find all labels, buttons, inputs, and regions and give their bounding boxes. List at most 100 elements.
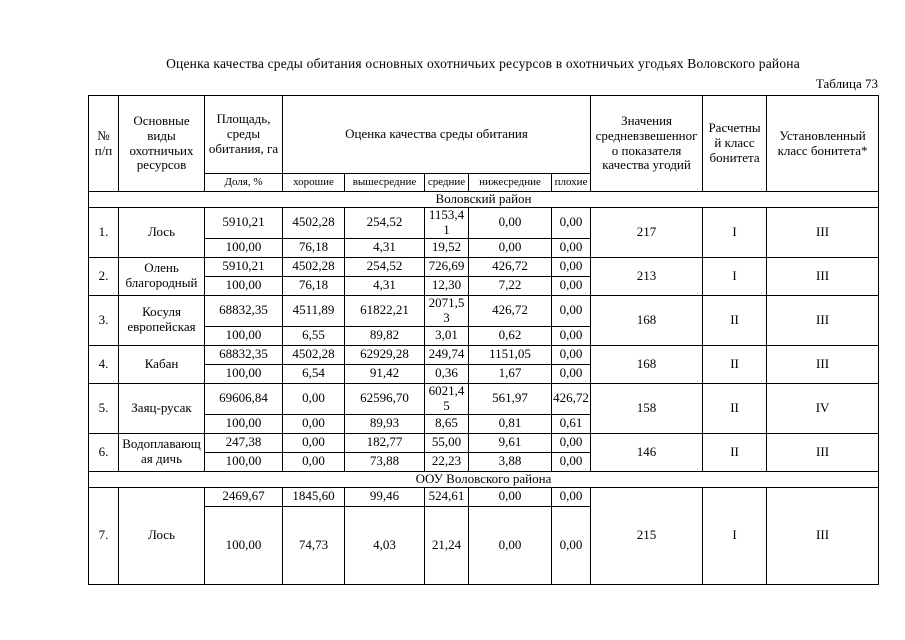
col-header-weighted-indicator: Значения средневзвешенного показателя ка… bbox=[590, 95, 704, 192]
calc-class-value: II bbox=[702, 432, 768, 472]
good-ha: 0,00 bbox=[282, 432, 345, 453]
avg-ha: 2071,53 bbox=[424, 294, 469, 327]
good-pct: 76,18 bbox=[282, 237, 345, 258]
weighted-indicator-value: 213 bbox=[590, 256, 704, 296]
table-row: 1. Лось 5910,21 4502,28 254,52 1153,41 0… bbox=[88, 207, 880, 258]
above-avg-ha: 99,46 bbox=[344, 486, 425, 507]
calc-class-value: I bbox=[702, 207, 768, 258]
above-avg-pct: 89,93 bbox=[344, 413, 425, 434]
below-avg-ha: 561,97 bbox=[468, 382, 552, 415]
poor-pct: 0,00 bbox=[550, 363, 592, 384]
area-pct: 100,00 bbox=[204, 363, 283, 384]
col-header-established-class: Установленный класс бонитета* bbox=[766, 95, 880, 192]
table-row: 5. Заяц-русак 69606,84 0,00 62596,70 602… bbox=[88, 382, 880, 434]
avg-pct: 21,24 bbox=[424, 505, 469, 585]
row-num: 5. bbox=[88, 382, 119, 434]
poor-ha: 0,00 bbox=[550, 344, 592, 365]
below-avg-pct: 3,88 bbox=[468, 451, 552, 472]
section-header-row: ООУ Воловского района bbox=[87, 470, 880, 488]
weighted-indicator-value: 168 bbox=[590, 344, 704, 384]
col-header-quality: Оценка качества среды обитания bbox=[281, 95, 592, 174]
col-header-good: хорошие bbox=[282, 173, 345, 192]
row-num: 6. bbox=[88, 432, 119, 472]
poor-pct: 0,00 bbox=[550, 325, 592, 346]
established-class-value: III bbox=[766, 486, 880, 585]
area-pct: 100,00 bbox=[204, 325, 283, 346]
species-name: Лось bbox=[118, 486, 205, 585]
poor-pct: 0,00 bbox=[550, 505, 592, 585]
col-header-calc-class: Расчетный класс бонитета bbox=[702, 95, 768, 192]
above-avg-ha: 254,52 bbox=[344, 207, 425, 239]
established-class-value: III bbox=[766, 432, 880, 472]
above-avg-pct: 89,82 bbox=[344, 325, 425, 346]
avg-ha: 726,69 bbox=[424, 256, 469, 277]
poor-ha: 0,00 bbox=[550, 207, 592, 239]
above-avg-ha: 62596,70 bbox=[344, 382, 425, 415]
col-header-below-average: нижесредние bbox=[468, 173, 552, 192]
area-pct: 100,00 bbox=[204, 237, 283, 258]
species-name: Заяц-русак bbox=[118, 382, 205, 434]
established-class-value: III bbox=[766, 256, 880, 296]
above-avg-pct: 4,03 bbox=[344, 505, 425, 585]
row-num: 4. bbox=[88, 344, 119, 384]
weighted-indicator-value: 217 bbox=[590, 207, 704, 258]
avg-ha: 1153,41 bbox=[424, 207, 469, 239]
poor-pct: 0,61 bbox=[550, 413, 592, 434]
established-class-value: IV bbox=[766, 382, 880, 434]
col-header-above-average: вышесредние bbox=[344, 173, 425, 192]
below-avg-pct: 0,00 bbox=[468, 505, 552, 585]
calc-class-value: II bbox=[702, 294, 768, 346]
area-ha: 247,38 bbox=[204, 432, 283, 453]
table-row: 6. Водоплавающая дичь 247,38 0,00 182,77… bbox=[88, 432, 880, 472]
poor-pct: 0,00 bbox=[550, 275, 592, 296]
good-pct: 76,18 bbox=[282, 275, 345, 296]
avg-ha: 55,00 bbox=[424, 432, 469, 453]
avg-ha: 6021,45 bbox=[424, 382, 469, 415]
poor-ha: 0,00 bbox=[550, 486, 592, 507]
row-num: 2. bbox=[88, 256, 119, 296]
calc-class-value: II bbox=[702, 344, 768, 384]
area-pct: 100,00 bbox=[204, 505, 283, 585]
table-row: 3. Косуля европейская 68832,35 4511,89 6… bbox=[88, 294, 880, 346]
good-pct: 0,00 bbox=[282, 451, 345, 472]
section-name: Воловский район bbox=[87, 191, 880, 208]
area-ha: 69606,84 bbox=[204, 382, 283, 415]
table-row-pct: 100,00 6,54 91,42 0,36 1,67 0,00 bbox=[89, 363, 879, 384]
avg-ha: 524,61 bbox=[424, 486, 469, 507]
below-avg-ha: 0,00 bbox=[468, 486, 552, 507]
table-row-pct: 100,00 76,18 4,31 12,30 7,22 0,00 bbox=[89, 275, 879, 296]
habitat-quality-table: № п/п Основные виды охотничьих ресурсов … bbox=[87, 95, 880, 585]
good-ha: 4502,28 bbox=[282, 344, 345, 365]
poor-pct: 0,00 bbox=[550, 451, 592, 472]
below-avg-ha: 0,00 bbox=[468, 207, 552, 239]
established-class-value: III bbox=[766, 344, 880, 384]
col-header-species: Основные виды охотничьих ресурсов bbox=[118, 95, 205, 192]
species-name: Водоплавающая дичь bbox=[118, 432, 205, 472]
col-header-poor: плохие bbox=[550, 173, 592, 192]
good-pct: 74,73 bbox=[282, 505, 345, 585]
poor-ha: 0,00 bbox=[550, 294, 592, 327]
calc-class-value: II bbox=[702, 382, 768, 434]
table-caption: Таблица 73 bbox=[815, 76, 878, 91]
above-avg-ha: 254,52 bbox=[344, 256, 425, 277]
above-avg-ha: 182,77 bbox=[344, 432, 425, 453]
good-pct: 6,55 bbox=[282, 325, 345, 346]
poor-ha: 426,72 bbox=[550, 382, 592, 415]
header-row-1: № п/п Основные виды охотничьих ресурсов … bbox=[88, 95, 880, 192]
poor-pct: 0,00 bbox=[550, 237, 592, 258]
avg-pct: 0,36 bbox=[424, 363, 469, 384]
header-row-2: Доля, % хорошие вышесредние средние ниже… bbox=[89, 173, 879, 192]
avg-pct: 12,30 bbox=[424, 275, 469, 296]
avg-pct: 8,65 bbox=[424, 413, 469, 434]
poor-ha: 0,00 bbox=[550, 432, 592, 453]
below-avg-ha: 426,72 bbox=[468, 256, 552, 277]
below-avg-pct: 7,22 bbox=[468, 275, 552, 296]
avg-ha: 249,74 bbox=[424, 344, 469, 365]
table-row-pct: 100,00 6,55 89,82 3,01 0,62 0,00 bbox=[89, 325, 879, 346]
below-avg-pct: 0,62 bbox=[468, 325, 552, 346]
area-ha: 68832,35 bbox=[204, 344, 283, 365]
page-title: Оценка качества среды обитания основных … bbox=[166, 56, 800, 71]
avg-pct: 19,52 bbox=[424, 237, 469, 258]
col-header-share: Доля, % bbox=[204, 173, 283, 192]
